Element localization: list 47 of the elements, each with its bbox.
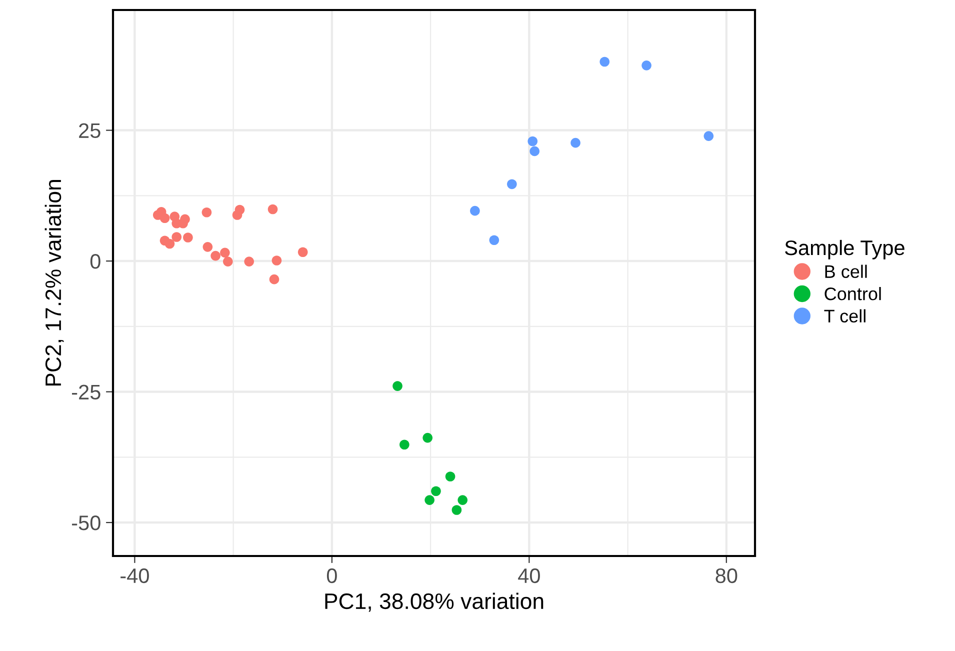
x-tick-label: 80 [716, 568, 738, 584]
legend-label: B cell [825, 264, 867, 278]
x-tick-label: 40 [518, 568, 540, 584]
point [202, 207, 212, 218]
point [210, 250, 220, 261]
point [164, 238, 175, 249]
x-tick-label: 0 [326, 568, 337, 584]
point [431, 486, 441, 496]
point [470, 206, 480, 216]
point [202, 242, 213, 252]
point [244, 256, 254, 266]
point [507, 179, 517, 190]
legend-label: T cell [824, 309, 866, 323]
point [183, 232, 193, 242]
point [570, 138, 580, 148]
legend-title: Sample Type [785, 240, 904, 260]
point [269, 274, 280, 284]
point [172, 232, 182, 242]
point [160, 213, 170, 224]
x-tick-label: -40 [120, 568, 149, 584]
point [222, 256, 233, 266]
point [178, 218, 188, 228]
point [220, 248, 230, 258]
point [392, 381, 402, 391]
y-axis-title: PC2, 17.2% variation [44, 180, 64, 386]
point [458, 495, 468, 505]
point [489, 235, 500, 246]
point [232, 210, 242, 220]
point [528, 136, 538, 146]
legend-label: Control [824, 287, 881, 300]
point [400, 440, 410, 450]
point [530, 146, 540, 156]
point [298, 247, 308, 258]
y-tick-label: 0 [90, 254, 100, 269]
point [422, 432, 432, 443]
point [642, 60, 652, 70]
point [272, 256, 282, 266]
point [424, 495, 434, 505]
point [600, 56, 610, 67]
point [452, 505, 462, 515]
y-tick-label: -50 [72, 516, 100, 530]
y-tick-label: -25 [72, 384, 100, 400]
point [445, 472, 456, 482]
point [704, 131, 714, 141]
y-tick-label: 25 [79, 123, 100, 138]
point [268, 204, 278, 214]
x-axis-title: PC1, 38.08% variation [325, 592, 544, 612]
